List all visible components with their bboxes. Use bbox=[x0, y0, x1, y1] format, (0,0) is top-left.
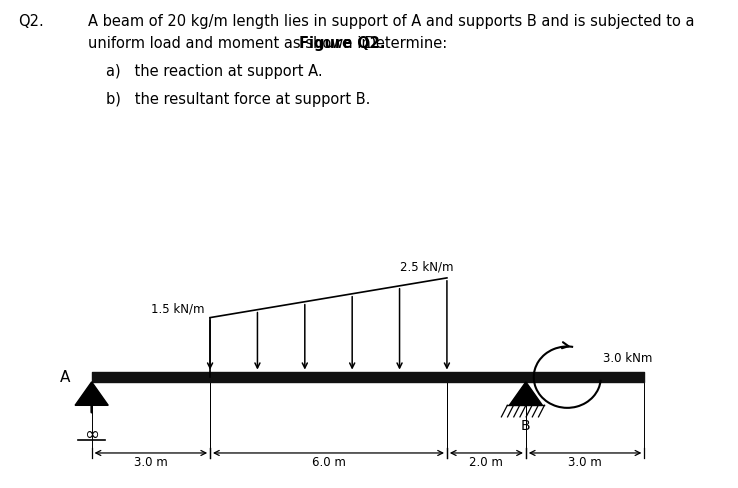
Text: A: A bbox=[60, 370, 70, 385]
Polygon shape bbox=[75, 382, 108, 406]
Text: B: B bbox=[521, 419, 531, 433]
Text: A beam of 20 kg/m length lies in support of A and supports B and is subjected to: A beam of 20 kg/m length lies in support… bbox=[88, 14, 694, 29]
Text: Q2.: Q2. bbox=[18, 14, 44, 29]
Text: uniform load and moment as shown in: uniform load and moment as shown in bbox=[88, 36, 376, 51]
Text: 2.5 kN/m: 2.5 kN/m bbox=[401, 261, 454, 274]
Text: 6.0 m: 6.0 m bbox=[311, 456, 345, 469]
Polygon shape bbox=[509, 382, 542, 406]
Text: a)   the reaction at support A.: a) the reaction at support A. bbox=[106, 64, 323, 79]
Text: 3.0 m: 3.0 m bbox=[134, 456, 168, 469]
Text: Figure Q2.: Figure Q2. bbox=[299, 36, 385, 51]
Text: ∞: ∞ bbox=[84, 426, 99, 444]
Text: 1.5 kN/m: 1.5 kN/m bbox=[151, 303, 204, 316]
Text: 3.0 kNm: 3.0 kNm bbox=[603, 352, 652, 365]
Text: b)   the resultant force at support B.: b) the resultant force at support B. bbox=[106, 92, 370, 107]
Text: 3.0 m: 3.0 m bbox=[568, 456, 602, 469]
Text: Determine:: Determine: bbox=[359, 36, 446, 51]
Text: 2.0 m: 2.0 m bbox=[469, 456, 503, 469]
